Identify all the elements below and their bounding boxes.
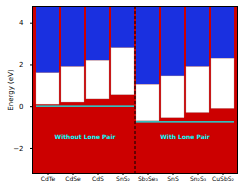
svg-text:−2: −2 xyxy=(13,145,23,153)
svg-text:CdTe: CdTe xyxy=(41,175,56,182)
svg-text:SnS₂: SnS₂ xyxy=(116,175,130,182)
svg-text:2: 2 xyxy=(19,61,23,69)
svg-text:4: 4 xyxy=(19,19,24,27)
svg-text:Energy (eV): Energy (eV) xyxy=(7,69,15,111)
svg-text:Without Lone Pair: Without Lone Pair xyxy=(55,133,116,140)
svg-text:Sb₂Se₃: Sb₂Se₃ xyxy=(138,175,159,182)
svg-text:With Lone Pair: With Lone Pair xyxy=(160,133,210,140)
svg-text:CdS: CdS xyxy=(92,175,104,182)
svg-text:CdSe: CdSe xyxy=(65,175,81,182)
svg-text:CuSbS₂: CuSbS₂ xyxy=(212,175,234,182)
svg-text:0: 0 xyxy=(19,103,23,111)
svg-text:SnS: SnS xyxy=(167,175,179,182)
svg-text:Sn₂S₃: Sn₂S₃ xyxy=(190,175,207,182)
